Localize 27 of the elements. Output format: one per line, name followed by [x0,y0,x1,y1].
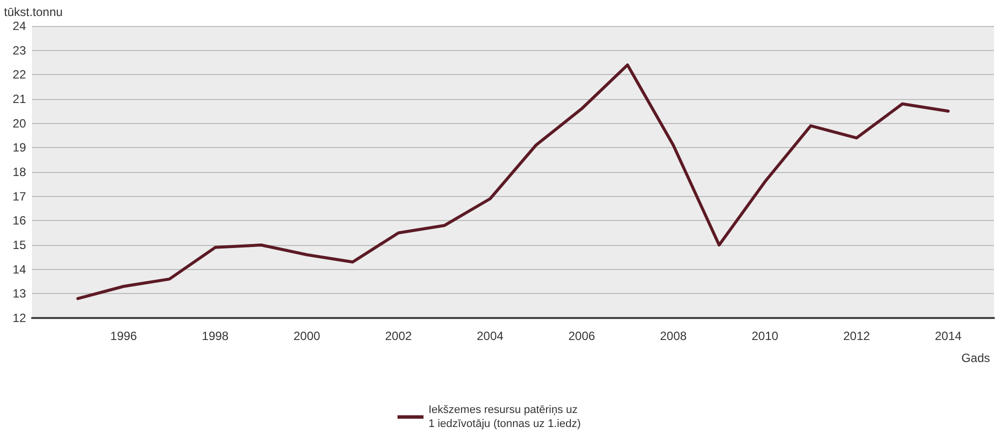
y-tick-label: 24 [12,19,26,33]
x-tick-label: 1998 [202,329,229,343]
x-tick-label: 2000 [294,329,321,343]
y-tick-label: 20 [12,116,26,130]
y-tick-label: 13 [12,286,26,301]
y-axis-title: tūkst.tonnu [4,5,63,19]
x-axis-title: Gads [961,351,990,365]
y-tick-label: 16 [12,214,26,228]
y-tick-label: 21 [12,92,26,106]
y-tick-label: 15 [12,238,26,252]
x-tick-label: 1996 [110,329,138,343]
legend-label: Iekšzemes resursu patēriņs uz 1 iedzīvotāju (tonnas uz 1.iedz) [428,404,581,430]
x-tick-label: 2004 [476,329,504,343]
y-tick-label: 23 [12,43,26,58]
x-tick-label: 2006 [568,329,596,343]
y-tick-label: 19 [12,140,26,155]
x-tick-label: 2002 [385,329,412,343]
y-tick-label: 18 [12,165,26,179]
x-tick-label: 2008 [660,329,688,343]
line-series [76,63,950,300]
y-tick-label: 12 [12,311,26,325]
x-tick-label: 2012 [843,329,870,343]
x-tick-label: 2010 [752,329,779,343]
y-tick-label: 17 [12,189,26,204]
y-tick-label: 22 [12,68,26,82]
y-tick-label: 14 [12,262,26,276]
x-tick-label: 2014 [934,329,962,343]
